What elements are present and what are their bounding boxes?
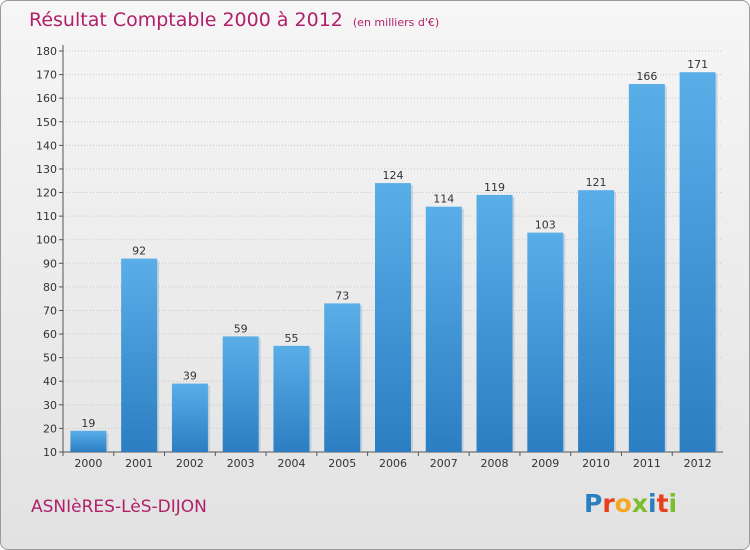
data-label-2009: 103 xyxy=(535,219,556,232)
data-label-2002: 39 xyxy=(183,370,197,383)
x-tick-label-2009: 2009 xyxy=(531,457,559,470)
data-label-2000: 19 xyxy=(81,417,95,430)
proxiti-logo: Proxiti xyxy=(584,489,677,518)
y-tick-label: 100 xyxy=(36,234,57,247)
x-tick-label-2006: 2006 xyxy=(379,457,407,470)
data-label-2003: 59 xyxy=(234,322,248,335)
data-label-2011: 166 xyxy=(636,70,657,83)
data-label-2001: 92 xyxy=(132,245,146,258)
y-tick-label: 60 xyxy=(43,328,57,341)
data-label-2010: 121 xyxy=(586,176,607,189)
chart-subtitle: (en milliers d'€) xyxy=(352,16,440,29)
data-label-2012: 171 xyxy=(687,58,708,71)
bar-2004 xyxy=(273,345,310,452)
bars xyxy=(70,72,718,453)
logo-letter: P xyxy=(584,489,603,518)
commune-name: ASNIèRES-LèS-DIJON xyxy=(31,497,207,517)
y-tick-label: 50 xyxy=(43,352,57,365)
y-tick-label: 150 xyxy=(36,116,57,129)
data-label-2007: 114 xyxy=(433,193,454,206)
bar-2007 xyxy=(425,206,462,452)
y-tick-label: 30 xyxy=(43,399,57,412)
y-tick-label: 140 xyxy=(36,139,57,152)
x-tick-label-2007: 2007 xyxy=(430,457,458,470)
bar-2006 xyxy=(375,183,411,452)
bar-2003 xyxy=(222,336,259,452)
bar-2012 xyxy=(679,72,716,453)
logo-letter: i xyxy=(648,489,657,518)
bar-2008 xyxy=(476,194,513,452)
x-tick-label-2012: 2012 xyxy=(684,457,712,470)
x-tick-label-2010: 2010 xyxy=(582,457,610,470)
logo-letter: o xyxy=(614,489,632,518)
labels: 10 20 30 40 50 60 70 80 90 100 110 120 130 140 150 160 1… xyxy=(36,45,712,470)
y-tick-label: 80 xyxy=(43,281,57,294)
bar-2009 xyxy=(527,232,564,452)
logo-letter: t xyxy=(656,489,669,518)
y-tick-label: 90 xyxy=(43,257,57,270)
y-tick-label: 170 xyxy=(36,69,57,82)
y-tick-label: 120 xyxy=(36,187,57,200)
data-label-2008: 119 xyxy=(484,181,505,194)
y-tick-label: 180 xyxy=(36,45,57,58)
x-tick-label-2001: 2001 xyxy=(125,457,153,470)
bar-2000 xyxy=(70,430,107,452)
y-tick-label: 10 xyxy=(43,446,57,459)
y-tick-label: 20 xyxy=(43,422,57,435)
y-tick-label: 70 xyxy=(43,304,57,317)
bar-2005 xyxy=(324,303,361,452)
x-tick-label-2003: 2003 xyxy=(227,457,255,470)
bar-2002 xyxy=(171,383,208,452)
x-tick-label-2002: 2002 xyxy=(176,457,204,470)
x-tick-label-2008: 2008 xyxy=(481,457,509,470)
y-tick-label: 110 xyxy=(36,210,57,223)
x-tick-label-2004: 2004 xyxy=(277,457,305,470)
data-label-2004: 55 xyxy=(284,332,298,345)
bar-2011 xyxy=(628,84,665,452)
bar-2001 xyxy=(121,258,158,452)
logo-letter: r xyxy=(602,489,615,518)
logo-letter: x xyxy=(631,489,648,518)
data-label-2005: 73 xyxy=(335,289,349,302)
chart-title: Résultat Comptable 2000 à 2012 (en millie… xyxy=(29,9,439,31)
x-tick-label-2005: 2005 xyxy=(328,457,356,470)
logo-letter: i xyxy=(668,489,678,518)
chart-title-text: Résultat Comptable 2000 à 2012 xyxy=(29,9,343,31)
x-tick-label-2011: 2011 xyxy=(633,457,661,470)
x-tick-label-2000: 2000 xyxy=(74,457,102,470)
y-tick-label: 160 xyxy=(36,92,57,105)
y-tick-label: 130 xyxy=(36,163,57,176)
data-label-2006: 124 xyxy=(383,169,404,182)
bar-2010 xyxy=(578,190,615,452)
y-tick-label: 40 xyxy=(43,375,57,388)
